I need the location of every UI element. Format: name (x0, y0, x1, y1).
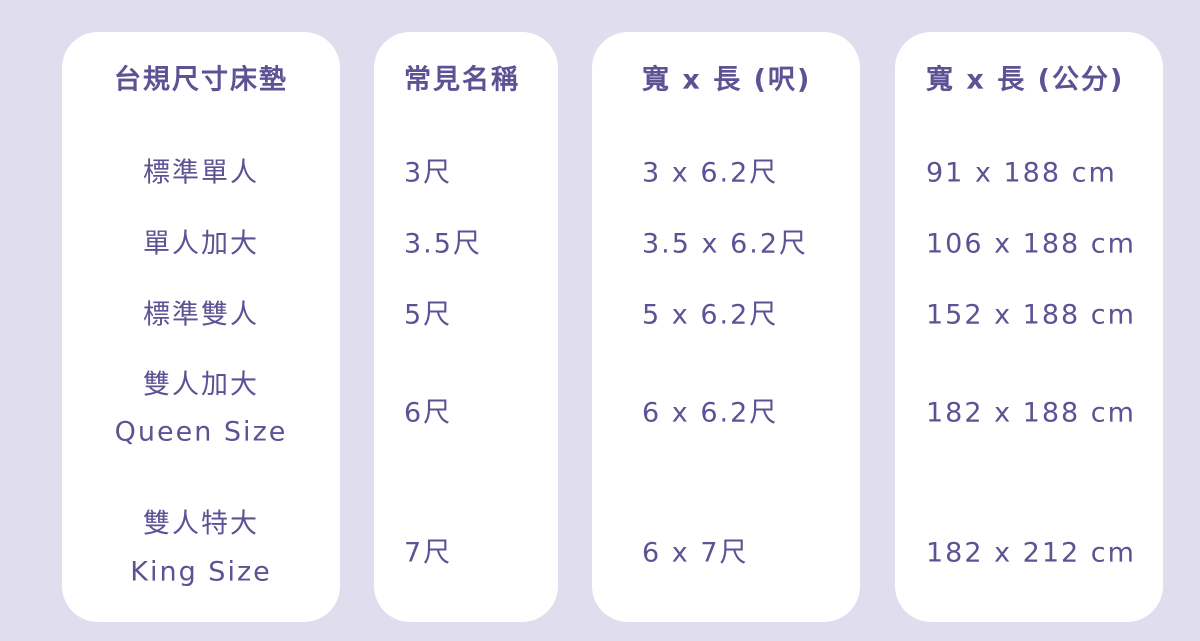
table-cell: 雙人加大 (143, 369, 259, 401)
table-cell: 3尺 (404, 157, 453, 189)
table-cell: 3.5 x 6.2尺 (642, 228, 809, 260)
table-cell: 106 x 188 cm (926, 228, 1136, 260)
column-header: 寬 x 長 (公分) (926, 64, 1125, 96)
table-cell: 91 x 188 cm (926, 157, 1117, 189)
column-header: 台規尺寸床墊 (114, 64, 288, 96)
table-cell: 5 x 6.2尺 (642, 299, 779, 331)
table-cell: 雙人特大 (143, 508, 259, 540)
table-cell: 5尺 (404, 299, 453, 331)
column-header: 寬 x 長 (呎) (642, 64, 812, 96)
table-cell: 182 x 212 cm (926, 537, 1136, 569)
table-cell: 3.5尺 (404, 228, 482, 260)
column-card: 寬 x 長 (公分) 91 x 188 cm 106 x 188 cm 152 x 1… (895, 32, 1163, 622)
table-cell: 182 x 188 cm (926, 397, 1136, 429)
table-cell: 單人加大 (143, 228, 259, 260)
table-cell: 152 x 188 cm (926, 299, 1136, 331)
table-cell: 6尺 (404, 397, 453, 429)
table-cell: 3 x 6.2尺 (642, 157, 779, 189)
table-cell: King Size (130, 556, 272, 588)
table-cell: 標準雙人 (143, 299, 259, 331)
column-card: 寬 x 長 (呎) 3 x 6.2尺 3.5 x 6.2尺 5 x 6.2尺 6 x 6… (592, 32, 860, 622)
table-cell: 6 x 7尺 (642, 537, 749, 569)
column-header: 常見名稱 (404, 64, 520, 96)
column-card: 台規尺寸床墊 標準單人單人加大標準雙人雙人加大 Queen Size 雙人特大 King… (62, 32, 340, 622)
table-cell: 7尺 (404, 537, 453, 569)
table-cell: 6 x 6.2尺 (642, 397, 779, 429)
table-cell: Queen Size (114, 416, 288, 448)
column-card: 常見名稱 3尺 3.5尺 5尺 6尺 7尺 (374, 32, 558, 622)
table-cell: 標準單人 (143, 157, 259, 189)
